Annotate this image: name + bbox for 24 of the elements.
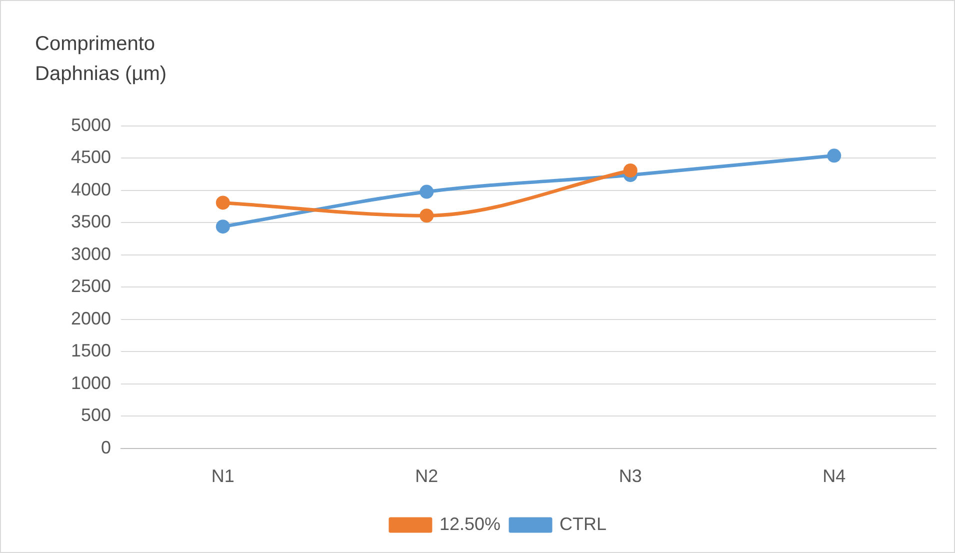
y-tick-label: 500 — [80, 405, 112, 426]
y-tick-label: 4500 — [70, 147, 112, 168]
legend-label: CTRL — [560, 514, 607, 534]
point — [827, 148, 842, 163]
point — [216, 220, 230, 234]
y-tick-label: 0 — [101, 437, 112, 458]
point — [420, 184, 434, 199]
y-tick-label: 1500 — [70, 340, 112, 361]
y-tick-label: 3000 — [70, 244, 112, 264]
point — [623, 163, 638, 178]
x-tick-label: N3 — [618, 466, 642, 486]
x-tick-label: N4 — [822, 466, 846, 486]
y-tick-label: 2000 — [70, 308, 112, 328]
y-tick-label: 3500 — [70, 212, 112, 232]
y-tick-label: 4000 — [70, 179, 112, 200]
y-axis-title: Comprimento Daphnias (µm) — [35, 32, 168, 87]
point — [420, 208, 434, 223]
y-tick-label: 1000 — [70, 372, 112, 393]
x-tick-label: N2 — [415, 466, 438, 486]
y-tick-label: 5000 — [70, 114, 112, 135]
y-tick-label: 2500 — [70, 276, 112, 296]
legend-label: 12.50% — [439, 514, 501, 534]
point — [216, 196, 230, 210]
x-tick-label: N1 — [211, 466, 234, 486]
